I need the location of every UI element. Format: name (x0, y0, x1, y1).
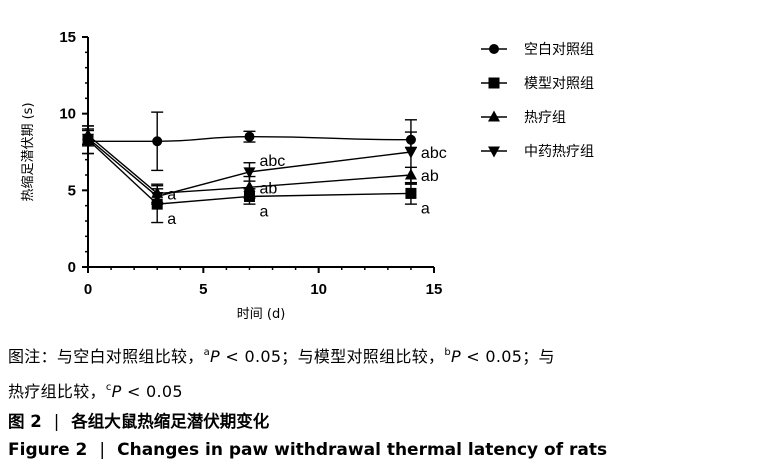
x-tick-label: 15 (426, 281, 443, 298)
legend-item-4: 中药热疗组 (481, 144, 594, 160)
legend-item-3: 热疗组 (481, 110, 566, 126)
data-point (152, 136, 163, 147)
series-1 (82, 111, 417, 172)
significance-label: ab (421, 168, 439, 185)
data-point (82, 133, 94, 145)
significance-label: abc (421, 145, 447, 162)
data-point (404, 147, 417, 159)
data-point (151, 191, 164, 203)
significance-label: ab (259, 180, 277, 197)
y-tick-label: 15 (59, 29, 76, 46)
series-line (87, 134, 411, 195)
figure-note-line-1: 图注：与空白对照组比较，aP < 0.05；与模型对照组比较，bP < 0.05… (8, 347, 555, 366)
legend-label: 模型对照组 (524, 76, 594, 92)
legend-label: 热疗组 (524, 110, 566, 126)
y-tick-label: 5 (68, 182, 76, 199)
figure-title-chinese: 图 2 | 各组大鼠热缩足潜伏期变化 (8, 412, 270, 431)
data-point (243, 167, 256, 179)
y-tick-label: 10 (59, 106, 76, 123)
legend-marker (488, 146, 500, 158)
y-tick-label: 0 (68, 259, 76, 276)
significance-label: abc (259, 153, 285, 170)
series-line (87, 137, 412, 198)
chart-axes: 0 5 10 15 0 5 10 15 时间 (d) 热缩足潜伏期 (s) (20, 29, 442, 322)
x-tick-label: 5 (199, 281, 207, 298)
legend-item-1: 空白对照组 (481, 42, 594, 58)
significance-label: a (421, 200, 430, 217)
series-line (87, 139, 411, 205)
legend-marker (488, 77, 500, 89)
x-tick-label: 10 (310, 281, 327, 298)
legend-marker (489, 44, 499, 54)
figure-note-line-2: 热疗组比较，cP < 0.05 (8, 382, 183, 401)
figure-title-english: Figure 2 | Changes in paw withdrawal therm… (8, 440, 608, 460)
data-point (243, 180, 256, 192)
x-axis-label: 时间 (d) (237, 307, 286, 322)
significance-label: a (259, 203, 268, 220)
legend-marker (488, 110, 500, 122)
legend-label: 中药热疗组 (524, 144, 594, 160)
y-axis-label: 热缩足潜伏期 (s) (20, 102, 36, 201)
significance-label: a (167, 186, 176, 203)
legend-item-2: 模型对照组 (481, 76, 594, 92)
significance-label: a (167, 211, 176, 228)
data-point (244, 131, 255, 142)
data-point (405, 187, 417, 199)
series-4: abc abc (82, 119, 447, 205)
series-line (87, 135, 411, 142)
legend-label: 空白对照组 (524, 42, 594, 58)
x-tick-label: 0 (84, 281, 92, 298)
